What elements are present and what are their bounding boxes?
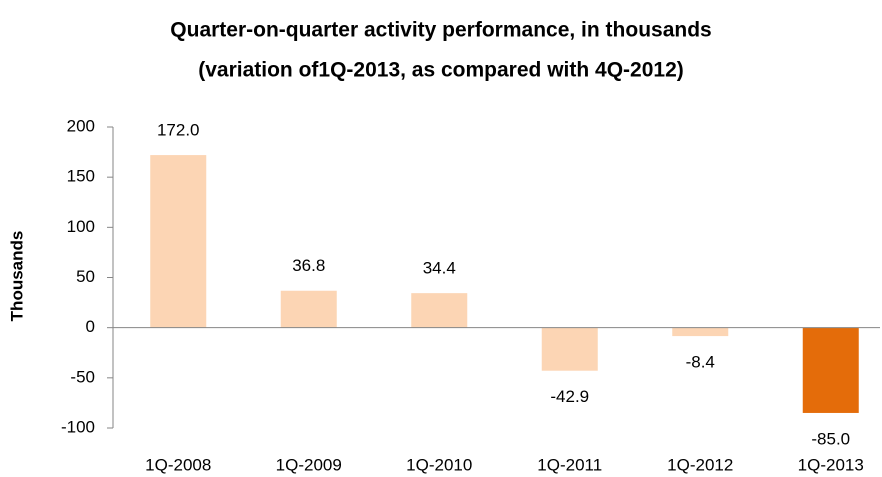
bar xyxy=(280,290,337,328)
x-tick-label: 1Q-2009 xyxy=(276,455,342,474)
data-label: -42.9 xyxy=(550,387,589,406)
x-tick-label: 1Q-2012 xyxy=(667,455,733,474)
x-tick-label: 1Q-2010 xyxy=(406,455,472,474)
y-axis-label: Thousands xyxy=(7,231,26,322)
y-tick-label: 50 xyxy=(76,267,95,286)
bar xyxy=(541,327,598,371)
x-tick-label: 1Q-2008 xyxy=(145,455,211,474)
y-tick-label: 150 xyxy=(67,167,95,186)
y-tick-label: 100 xyxy=(67,217,95,236)
y-tick-label: -50 xyxy=(70,367,95,386)
bar xyxy=(411,293,468,328)
bar xyxy=(802,327,859,413)
chart-subtitle: (variation of1Q-2013, as compared with 4… xyxy=(198,59,684,82)
x-tick-label: 1Q-2013 xyxy=(798,455,864,474)
bar xyxy=(150,155,207,328)
x-tick-label: 1Q-2011 xyxy=(537,455,602,474)
data-label: -8.4 xyxy=(686,353,715,372)
data-label: 34.4 xyxy=(423,259,456,278)
data-label: -85.0 xyxy=(811,429,850,448)
chart-title: Quarter-on-quarter activity performance,… xyxy=(170,19,711,42)
y-tick-label: 200 xyxy=(67,116,95,135)
bar xyxy=(672,327,729,337)
y-tick-label: -100 xyxy=(61,417,95,436)
y-tick-label: 0 xyxy=(86,317,95,336)
data-label: 36.8 xyxy=(292,256,325,275)
data-label: 172.0 xyxy=(157,121,200,140)
